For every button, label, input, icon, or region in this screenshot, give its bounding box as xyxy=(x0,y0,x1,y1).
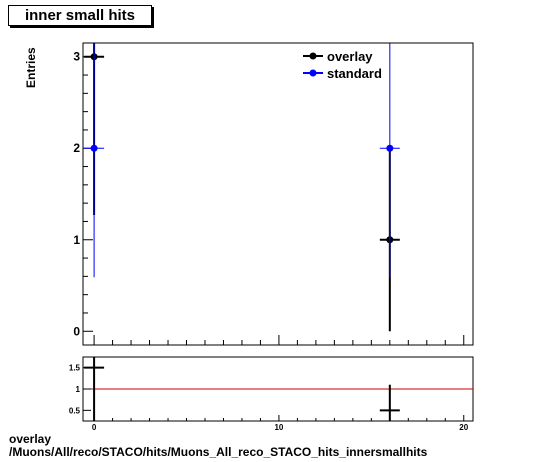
y-tick-label: 2 xyxy=(73,141,80,155)
legend-label: overlay xyxy=(327,49,373,64)
main-plot-frame xyxy=(82,42,474,346)
x-tick-label: 20 xyxy=(459,423,468,432)
y-tick-label: 3 xyxy=(73,50,80,64)
chart-title: inner small hits xyxy=(8,5,152,26)
footer-path: /Muons/All/reco/STACO/hits/Muons_All_rec… xyxy=(9,445,428,459)
ratio-y-tick-label: 1 xyxy=(76,385,81,394)
y-tick-label: 1 xyxy=(73,233,80,247)
footer-label: overlay xyxy=(9,432,52,446)
y-tick-label: 0 xyxy=(73,324,80,338)
legend-label: standard xyxy=(327,66,382,81)
ratio-y-tick-label: 0.5 xyxy=(69,406,81,415)
ratio-y-tick-label: 1.5 xyxy=(69,364,81,373)
data-point xyxy=(386,144,394,152)
legend-marker xyxy=(309,69,317,77)
data-point xyxy=(90,144,98,152)
legend-marker xyxy=(309,52,317,60)
x-tick-label: 0 xyxy=(92,423,97,432)
x-tick-label: 10 xyxy=(274,423,283,432)
